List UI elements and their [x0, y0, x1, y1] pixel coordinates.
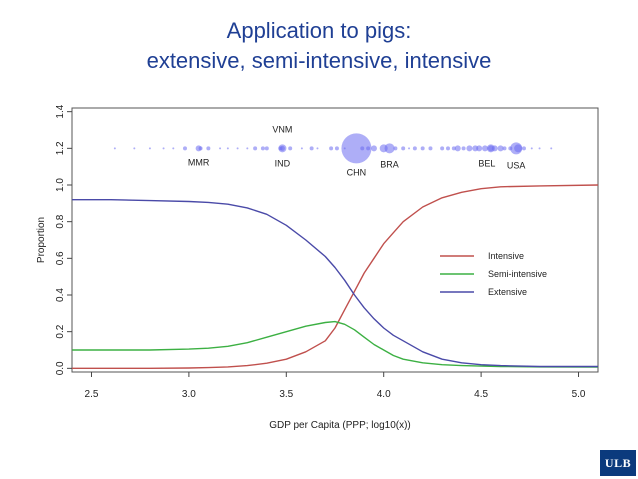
country-bubble: [384, 143, 395, 154]
legend: Intensive Semi-intensive Extensive: [440, 251, 547, 297]
y-tick-label: 0.4: [55, 288, 66, 302]
country-bubble: [219, 147, 222, 150]
country-bubble: [466, 145, 473, 152]
country-bubble: [236, 147, 239, 150]
country-bubble: [182, 146, 187, 151]
x-tick-label: 4.0: [377, 389, 391, 400]
country-bubble: [300, 147, 303, 150]
country-bubble: [334, 146, 339, 151]
country-bubble: [309, 146, 314, 151]
country-bubble: [206, 146, 211, 151]
x-tick-label: 3.5: [279, 389, 293, 400]
slide-title-line-1: Application to pigs:: [226, 18, 412, 43]
y-tick-label: 1.4: [55, 104, 66, 118]
country-label-chn: CHN: [347, 167, 367, 177]
country-bubble: [412, 146, 417, 151]
country-bubble: [454, 145, 461, 152]
country-bubble: [486, 144, 495, 153]
country-label-mmr: MMR: [188, 157, 210, 167]
country-bubble: [502, 146, 507, 151]
country-bubble: [451, 146, 456, 151]
country-bubble: [530, 147, 533, 150]
slide-title: Application to pigs: extensive, semi-int…: [0, 16, 638, 76]
y-tick-label: 0.0: [55, 361, 66, 375]
country-bubble: [133, 147, 136, 150]
country-bubble: [445, 146, 450, 151]
country-bubbles: MMR IND VNM CHN BRA BEL USA: [113, 124, 553, 177]
country-bubble: [162, 147, 165, 150]
series-lines: [72, 184, 599, 369]
country-bubble: [538, 147, 541, 150]
x-axis-title: GDP per Capita (PPP; log10(x)): [269, 420, 411, 431]
plot-border: [71, 107, 599, 373]
country-bubble: [279, 145, 285, 151]
country-bubble: [408, 147, 411, 150]
country-bubble: [172, 147, 175, 150]
country-bubble: [148, 147, 151, 150]
axes: 2.5 3.0 3.5 4.0 4.5 5.0 0.0 0.2 0.4 0.6 0.8 1.0 1.2 1…: [55, 104, 586, 400]
series-line-extensive: [72, 199, 598, 368]
country-bubble: [550, 147, 553, 150]
country-bubble: [288, 146, 293, 151]
country-bubble: [482, 145, 489, 152]
country-bubble: [253, 146, 258, 151]
legend-label-intensive: Intensive: [488, 251, 524, 261]
ulb-logo: ULB: [600, 450, 636, 476]
y-tick-label: 0.6: [55, 251, 66, 265]
country-bubble: [260, 146, 265, 151]
y-tick-label: 1.2: [55, 141, 66, 155]
country-label-usa: USA: [507, 160, 526, 170]
country-bubble: [329, 146, 334, 151]
country-bubble: [428, 146, 433, 151]
x-tick-label: 3.0: [182, 389, 196, 400]
country-label-bra: BRA: [380, 159, 399, 169]
country-label-bel: BEL: [478, 158, 495, 168]
country-bubble: [420, 146, 425, 151]
country-bubble: [195, 145, 202, 152]
x-tick-label: 2.5: [85, 389, 99, 400]
slide-title-line-2: extensive, semi-intensive, intensive: [146, 48, 492, 73]
country-bubble: [316, 147, 319, 150]
country-bubble: [497, 145, 504, 152]
y-tick-label: 0.8: [55, 214, 66, 228]
x-tick-label: 5.0: [572, 389, 586, 400]
country-bubble: [370, 145, 377, 152]
country-bubble: [264, 146, 269, 151]
legend-label-extensive: Extensive: [488, 287, 527, 297]
country-label-ind: IND: [275, 158, 291, 168]
plot-frame: [71, 107, 599, 373]
country-bubble: [476, 145, 483, 152]
y-tick-label: 0.2: [55, 324, 66, 338]
country-bubble: [461, 146, 466, 151]
legend-label-semi-intensive: Semi-intensive: [488, 269, 547, 279]
y-tick-label: 1.0: [55, 178, 66, 192]
country-bubble: [401, 146, 406, 151]
series-line-semi-intensive: [72, 320, 599, 368]
country-bubble: [226, 147, 229, 150]
country-bubble: [440, 146, 445, 151]
country-bubble: [113, 147, 116, 150]
country-label-vnm: VNM: [272, 124, 292, 134]
country-bubble: [521, 146, 526, 151]
country-bubble: [510, 142, 523, 155]
x-tick-label: 4.5: [474, 389, 488, 400]
series-line-intensive: [72, 184, 599, 369]
country-bubble: [341, 133, 372, 164]
y-axis-title: Proportion: [36, 217, 47, 263]
country-bubble: [246, 147, 249, 150]
